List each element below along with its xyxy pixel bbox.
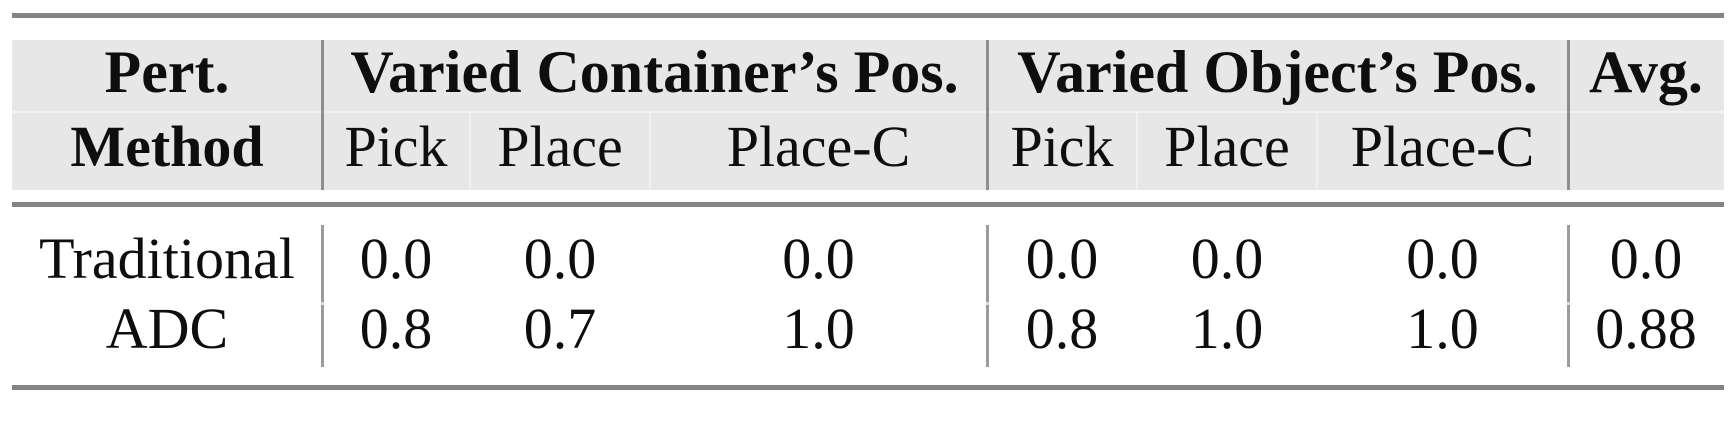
row-traditional-object-pick: 0.0 xyxy=(1025,226,1099,291)
table-top-rule xyxy=(12,13,1724,18)
row-traditional-container-place-c: 0.0 xyxy=(782,226,855,291)
header-cell-separator xyxy=(469,112,471,190)
row-adc-object-place-c: 1.0 xyxy=(1406,296,1479,361)
header-cell-separator xyxy=(649,112,651,190)
header-cell-separator xyxy=(1316,112,1318,190)
subheader-container-pick: Pick xyxy=(344,114,448,179)
subheader-method: Method xyxy=(70,114,264,179)
row-traditional-object-place: 0.0 xyxy=(1190,226,1264,291)
header-group-divider xyxy=(321,40,324,190)
body-group-divider xyxy=(986,225,989,367)
header-group-divider xyxy=(986,40,989,190)
table-bottom-rule xyxy=(12,385,1724,390)
subheader-object-place: Place xyxy=(1164,114,1290,179)
body-group-divider xyxy=(321,225,324,367)
row-adc-method: ADC xyxy=(105,296,229,361)
row-adc-container-place-c: 1.0 xyxy=(782,296,855,361)
row-traditional-method: Traditional xyxy=(39,226,295,291)
row-adc-container-place: 0.7 xyxy=(523,296,597,361)
group-header-varied-container: Varied Container’s Pos. xyxy=(350,39,959,105)
subheader-container-place: Place xyxy=(497,114,623,179)
row-traditional-container-pick: 0.0 xyxy=(359,226,433,291)
body-group-divider xyxy=(1567,225,1570,367)
row-traditional-avg: 0.0 xyxy=(1609,226,1683,291)
row-adc-object-pick: 0.8 xyxy=(1025,296,1099,361)
group-header-varied-object: Varied Object’s Pos. xyxy=(1017,39,1538,105)
header-row-separator xyxy=(12,111,1724,113)
subheader-container-place-c: Place-C xyxy=(726,114,911,179)
group-header-avg: Avg. xyxy=(1589,39,1703,105)
row-traditional-container-place: 0.0 xyxy=(523,226,597,291)
subheader-object-pick: Pick xyxy=(1010,114,1114,179)
row-traditional-object-place-c: 0.0 xyxy=(1406,226,1479,291)
group-header-pert: Pert. xyxy=(104,39,230,105)
header-cell-separator xyxy=(1136,112,1138,190)
row-adc-container-pick: 0.8 xyxy=(359,296,433,361)
row-adc-object-place: 1.0 xyxy=(1190,296,1264,361)
table-mid-rule xyxy=(12,202,1724,207)
header-group-divider xyxy=(1567,40,1570,190)
row-adc-avg: 0.88 xyxy=(1595,296,1697,361)
header-background xyxy=(12,40,1724,190)
subheader-object-place-c: Place-C xyxy=(1350,114,1535,179)
